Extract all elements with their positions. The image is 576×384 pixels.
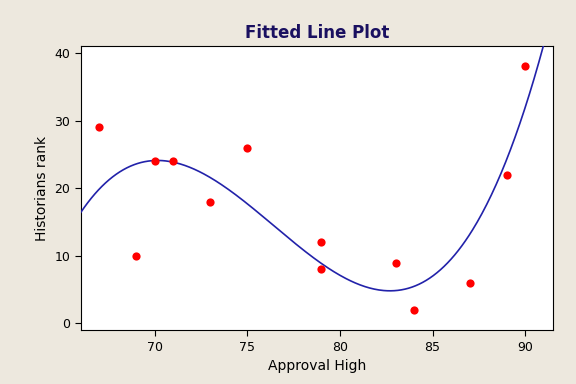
Point	[391, 260, 400, 266]
Point	[150, 158, 160, 164]
X-axis label: Approval High: Approval High	[268, 359, 366, 373]
Point	[502, 172, 511, 178]
Point	[317, 239, 326, 245]
Point	[242, 144, 252, 151]
Point	[521, 63, 530, 70]
Point	[317, 266, 326, 272]
Point	[410, 307, 419, 313]
Point	[131, 253, 141, 259]
Title: Fitted Line Plot: Fitted Line Plot	[245, 24, 389, 42]
Point	[465, 280, 474, 286]
Y-axis label: Historians rank: Historians rank	[35, 136, 49, 241]
Point	[94, 124, 104, 130]
Point	[206, 199, 215, 205]
Point	[169, 158, 178, 164]
